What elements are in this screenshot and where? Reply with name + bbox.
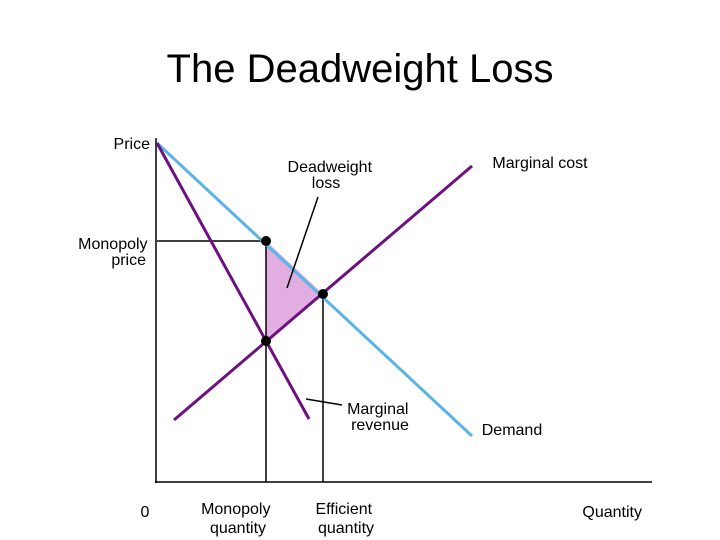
leader-line <box>286 196 319 289</box>
marginal-cost-label: Marginal cost <box>492 155 588 172</box>
label-line: quantity <box>210 520 266 537</box>
origin-label: 0 <box>141 504 150 521</box>
monopoly-price-label: Monopoly price <box>78 236 152 269</box>
label-line: Efficient <box>315 501 372 518</box>
efficient-quantity-label: Efficient quantity <box>315 501 376 537</box>
label-line: Monopoly <box>78 236 147 253</box>
label-line: Monopoly <box>201 501 270 518</box>
label-line: revenue <box>351 417 409 434</box>
label-line: quantity <box>318 520 374 537</box>
label-line: price <box>111 252 146 269</box>
label-line: Deadweight <box>288 159 373 176</box>
demand-curve <box>155 141 474 438</box>
label-line: loss <box>312 175 340 192</box>
deadweight-label: Deadweight loss <box>288 159 377 192</box>
point <box>318 289 328 299</box>
label-line: Marginal <box>347 401 408 418</box>
leader-line <box>305 398 343 406</box>
marginal-revenue-label: Marginal revenue <box>347 401 413 434</box>
point <box>261 236 271 246</box>
title: The Deadweight Loss <box>167 47 554 91</box>
quantity-axis-label: Quantity <box>582 504 642 521</box>
marginal-revenue-curve <box>155 142 311 420</box>
deadweight-triangle <box>266 241 323 341</box>
point <box>261 336 271 346</box>
price-axis-label: Price <box>114 136 151 153</box>
demand-label: Demand <box>482 422 542 439</box>
monopoly-quantity-label: Monopoly quantity <box>201 501 275 537</box>
